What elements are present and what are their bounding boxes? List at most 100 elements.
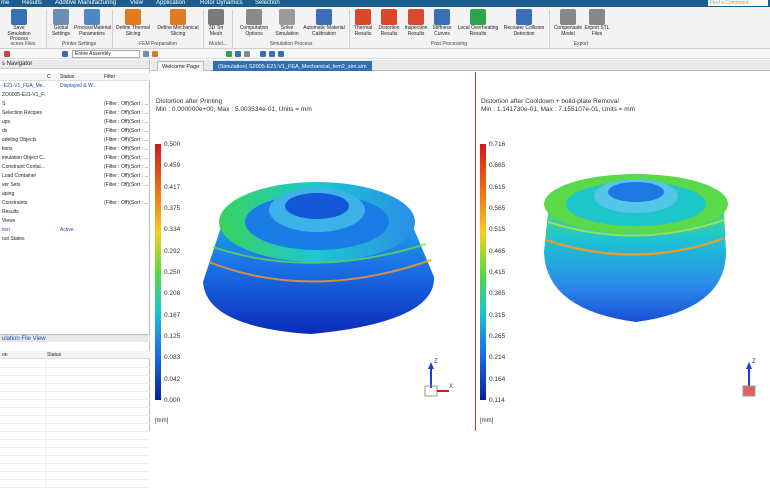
command-search-input[interactable]: Find a Command [708, 0, 768, 6]
column-name[interactable]: on [2, 352, 8, 358]
coordinate-triad: Z [742, 359, 756, 397]
stiffness-curves-button[interactable]: Stiffness Curves [430, 9, 454, 37]
tree-row[interactable]: Constraints (Filter : Off)(Sort : ... [0, 199, 150, 208]
menu-item-me[interactable]: me [1, 0, 10, 6]
export-stl-button[interactable]: Export STL Files [584, 9, 610, 37]
tree-row[interactable]: tion Active [0, 226, 150, 235]
overheating-button[interactable]: Local Overheating Results [456, 9, 500, 37]
menu-item-results[interactable]: Results [22, 0, 43, 6]
menu-item-selection[interactable]: Selection [255, 0, 280, 6]
file-view-row[interactable] [0, 400, 150, 408]
distortion-results-button[interactable]: Distortion Results [376, 9, 402, 37]
tet-mesh-button[interactable]: 3D Tet Mesh [206, 9, 226, 37]
column-status[interactable]: Status [60, 74, 75, 80]
file-view-row[interactable] [0, 384, 150, 392]
menu-item-view[interactable]: View [130, 0, 143, 6]
view-icon[interactable] [226, 51, 232, 57]
legend-value: 0.315 [489, 311, 506, 319]
file-view-row[interactable] [0, 408, 150, 416]
tree-row[interactable]: Constraint Contai... (Filter : Off)(Sort … [0, 163, 150, 172]
tree-row[interactable]: ver Sets (Filter : Off)(Sort : ... [0, 181, 150, 190]
thermal-results-button[interactable]: Thermal Results [352, 9, 374, 37]
layout-icon[interactable] [260, 51, 266, 57]
file-view-row[interactable] [0, 456, 150, 464]
menu-item-rotor[interactable]: Rotor Dynamics [200, 0, 243, 6]
view-icon[interactable] [235, 51, 241, 57]
part-model-cooldown[interactable] [476, 72, 770, 431]
tree-row[interactable]: Results [0, 208, 150, 217]
snap-icon[interactable] [152, 51, 158, 57]
navigator-title: s Navigator [0, 60, 149, 69]
tree-row-filter: (Filter : Off)(Sort : ... [104, 110, 149, 116]
legend-value: 0.125 [164, 333, 181, 340]
viewport-distortion-printing[interactable]: Distortion after Printing Min : 0.000000… [151, 72, 473, 431]
grid-divider [45, 472, 46, 480]
tree-row[interactable]: Selection Recipes (Filter : Off)(Sort : .… [0, 109, 150, 118]
filter-icon[interactable] [62, 51, 68, 57]
file-view-row[interactable] [0, 392, 150, 400]
tree-row[interactable]: imulation Object C... (Filter : Off)(Sort… [0, 154, 150, 163]
column-c[interactable]: C [47, 74, 51, 80]
legend-value: 0.365 [489, 290, 506, 298]
file-view-row[interactable] [0, 376, 150, 384]
tab-simulation-file[interactable]: (Simulation) S2005-E21-V1_FEA_Mechanical… [213, 61, 372, 71]
file-view-row[interactable] [0, 368, 150, 376]
inspection-results-button[interactable]: Inspection Results [404, 9, 428, 37]
file-view-row[interactable] [0, 464, 150, 472]
grid-divider [45, 384, 46, 392]
material-calibration-button[interactable]: Automatic Material Calibration [302, 9, 346, 37]
layout-icon[interactable] [269, 51, 275, 57]
tree-row[interactable]: out States [0, 235, 150, 244]
file-view-row[interactable] [0, 440, 150, 448]
global-settings-button[interactable]: Global Settings [50, 9, 72, 37]
thermal-slicing-button[interactable]: Define Thermal Slicing [114, 9, 152, 37]
viewport-minmax-text: Min : 0.000000e+00, Max : 5.003534e-01, … [156, 106, 312, 113]
group-simulation-process: Simulation Process [269, 41, 313, 47]
tree-row[interactable]: odeling Objects (Filter : Off)(Sort : ... [0, 136, 150, 145]
file-view-row[interactable] [0, 416, 150, 424]
layout-icon[interactable] [278, 51, 284, 57]
compensate-model-button[interactable]: Compensate Model [552, 9, 584, 37]
tab-welcome-page[interactable]: Welcome Page [157, 61, 205, 71]
legend-unit: [mm] [155, 418, 169, 424]
recoater-collision-button[interactable]: Recoater Collision Detection [502, 9, 546, 37]
column-filter[interactable]: Filter [104, 74, 116, 80]
tree-row[interactable]: aping [0, 190, 150, 199]
file-view-row[interactable] [0, 360, 150, 368]
mechanical-slicing-button[interactable]: Define Mechanical Slicing [155, 9, 201, 37]
tree-row[interactable]: Views [0, 217, 150, 226]
tree-row[interactable]: ZO0005-E21-V1_F... [0, 91, 150, 100]
computation-options-button[interactable]: Computation Options [236, 9, 272, 37]
tree-row[interactable]: tions (Filter : Off)(Sort : ... [0, 145, 150, 154]
file-view-row[interactable] [0, 432, 150, 440]
solve-simulation-button[interactable]: Solve Simulation [273, 9, 301, 37]
tree-row[interactable]: ds (Filter : Off)(Sort : ... [0, 127, 150, 136]
viewport-distortion-cooldown[interactable]: Distortion after Cooldown + build-plate … [475, 72, 770, 431]
file-view-row[interactable] [0, 448, 150, 456]
legend-value: 0.214 [489, 354, 506, 362]
select-icon[interactable] [143, 51, 149, 57]
file-view-row[interactable] [0, 472, 150, 480]
color-legend-bar [480, 144, 486, 400]
column-status[interactable]: Status [47, 352, 62, 358]
menu-icon[interactable] [4, 51, 10, 57]
tree-row[interactable]: S (Filter : Off)(Sort : ... [0, 100, 150, 109]
legend-value: 0.375 [164, 205, 181, 212]
legend-value: 0.114 [489, 397, 505, 404]
grid-divider [45, 448, 46, 456]
tree-row[interactable]: ups (Filter : Off)(Sort : ... [0, 118, 150, 127]
file-view-row[interactable] [0, 480, 150, 488]
tree-row-name: out States [2, 236, 25, 242]
viewport-title: Distortion after Cooldown + build-plate … [481, 98, 635, 114]
ribbon-separator [112, 10, 113, 48]
assembly-scope-select[interactable]: Entire Assembly [72, 50, 140, 58]
view-icon[interactable] [244, 51, 250, 57]
save-simulation-button[interactable]: Save Simulation Process [2, 9, 36, 43]
part-hub-hole [285, 193, 349, 219]
process-params-button[interactable]: Process/Material Parameters [74, 9, 111, 37]
tree-row[interactable]: Load Container (Filter : Off)(Sort : ... [0, 172, 150, 181]
tree-row[interactable]: -E21-V1_FEA_Me... Displayed & W... [0, 82, 150, 91]
menu-item-application[interactable]: Application [156, 0, 186, 6]
part-model-printing[interactable] [151, 72, 473, 431]
menu-item-additive[interactable]: Additive Manufacturing [55, 0, 117, 6]
